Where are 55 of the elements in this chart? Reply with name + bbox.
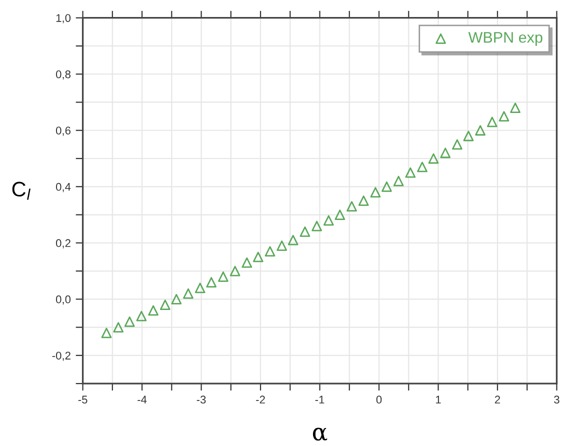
point <box>358 196 369 206</box>
x-tick-label: -3 <box>196 396 206 404</box>
point <box>113 322 124 332</box>
x-tick-label: 1 <box>436 396 441 404</box>
point <box>405 167 416 178</box>
y-axis-title: C$_{l}$ <box>12 182 31 200</box>
point <box>300 226 310 237</box>
y-tick-label: 0,0 <box>56 295 71 305</box>
point <box>463 130 474 142</box>
point <box>498 111 510 122</box>
legend-label: WBPN exp <box>468 32 542 46</box>
y-tick-label: 0,4 <box>56 182 71 192</box>
x-tick-label: 0 <box>376 396 382 404</box>
point <box>440 148 451 158</box>
point <box>382 181 392 192</box>
y-tick-label: 0,6 <box>56 126 70 136</box>
point <box>124 316 135 327</box>
x-tick-label: -1 <box>315 396 324 404</box>
point <box>218 271 228 282</box>
point <box>194 282 206 294</box>
point <box>136 310 147 322</box>
point <box>230 266 240 276</box>
point <box>206 277 217 288</box>
point <box>475 125 486 136</box>
point <box>183 288 194 299</box>
point <box>334 210 346 220</box>
x-tick-label: -4 <box>138 396 147 404</box>
point <box>486 116 498 128</box>
point <box>288 234 298 246</box>
y-tick-label: 0,8 <box>56 70 71 80</box>
x-axis-title: α <box>312 428 328 441</box>
point <box>370 187 381 198</box>
point <box>452 139 462 150</box>
point <box>323 215 334 226</box>
x-tick-label: 3 <box>554 396 560 404</box>
point <box>264 246 276 257</box>
x-tick-label: -5 <box>78 396 88 404</box>
point <box>148 305 158 316</box>
point <box>346 201 357 212</box>
y-tick-label: 1,0 <box>56 14 71 24</box>
point <box>242 257 252 268</box>
point <box>510 102 520 114</box>
x-tick-label: -2 <box>256 396 265 404</box>
point <box>393 176 404 186</box>
y-tick-label: -0,2 <box>52 352 70 361</box>
y-tick-label: 0,2 <box>56 239 70 248</box>
point <box>428 153 439 164</box>
point <box>101 328 112 338</box>
point <box>171 294 182 304</box>
point <box>417 162 428 172</box>
x-tick-label: 2 <box>494 396 500 404</box>
point <box>312 220 322 232</box>
point <box>276 240 288 251</box>
point <box>160 300 170 310</box>
point <box>252 252 264 262</box>
